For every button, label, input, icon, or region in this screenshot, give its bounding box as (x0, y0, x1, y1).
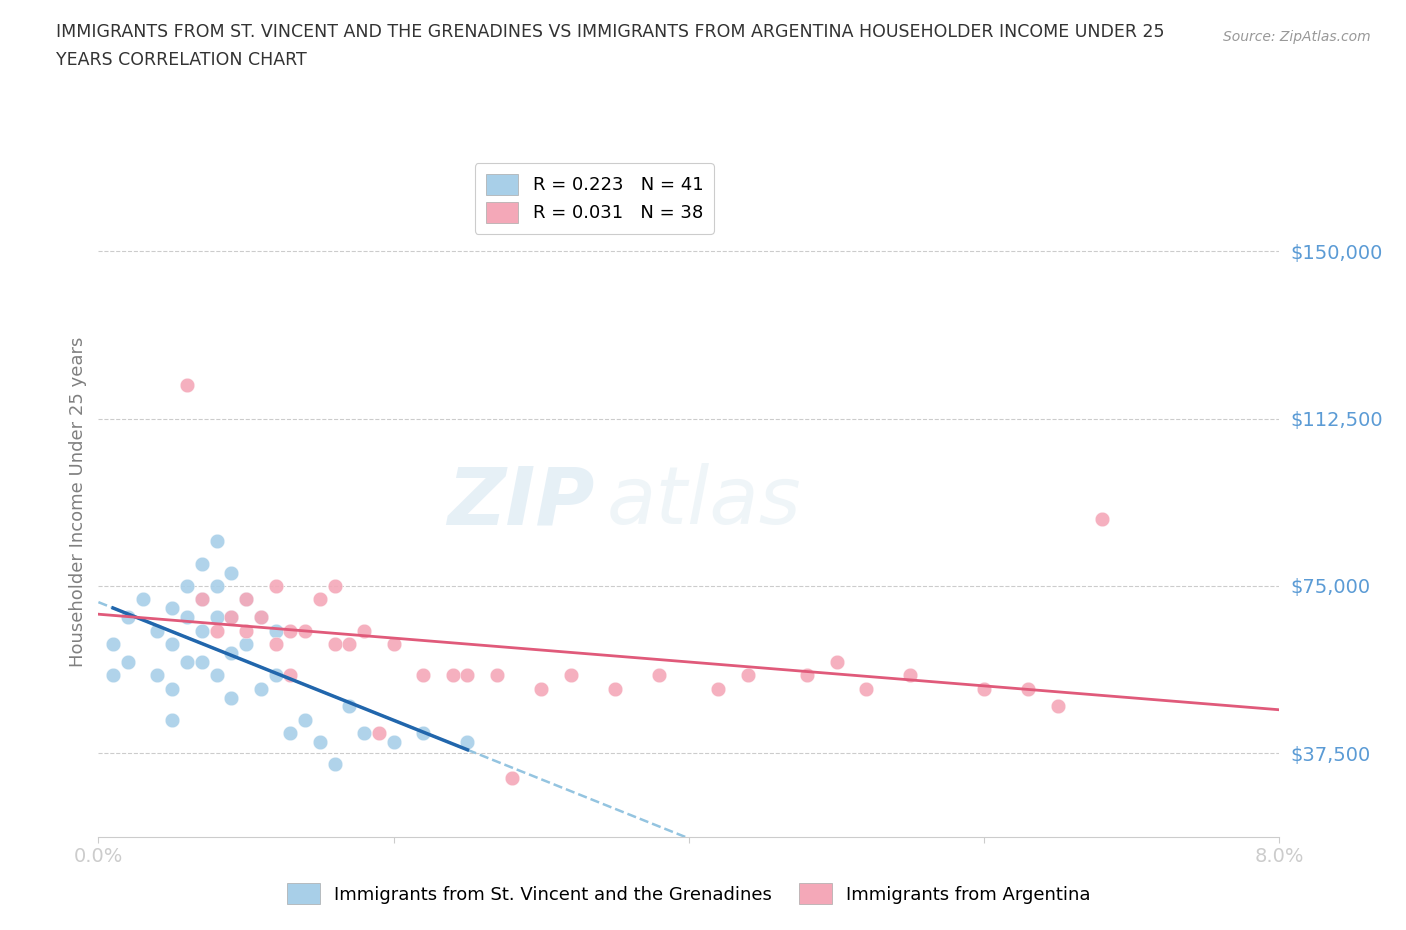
Point (235, 591, 257, 606)
Point (235, 636, 257, 651)
Point (337, 636, 360, 651)
Point (219, 690, 242, 705)
Point (382, 636, 405, 651)
Point (205, 534, 228, 549)
Text: IMMIGRANTS FROM ST. VINCENT AND THE GRENADINES VS IMMIGRANTS FROM ARGENTINA HOUS: IMMIGRANTS FROM ST. VINCENT AND THE GREN… (56, 23, 1164, 41)
Point (825, 655, 848, 670)
Text: YEARS CORRELATION CHART: YEARS CORRELATION CHART (56, 51, 307, 69)
Point (191, 591, 214, 606)
Point (367, 725, 389, 740)
Point (353, 623, 375, 638)
Point (560, 668, 582, 683)
Point (605, 681, 627, 696)
Point (205, 610, 228, 625)
Point (456, 668, 478, 683)
Point (973, 681, 995, 696)
Point (294, 712, 316, 727)
Point (707, 681, 730, 696)
Point (250, 681, 273, 696)
Point (205, 668, 228, 683)
Point (308, 591, 332, 606)
Point (737, 668, 759, 683)
Point (235, 591, 257, 606)
Point (219, 645, 242, 660)
Point (205, 578, 228, 593)
Point (191, 556, 214, 571)
Text: Source: ZipAtlas.com: Source: ZipAtlas.com (1223, 30, 1371, 44)
Legend: Immigrants from St. Vincent and the Grenadines, Immigrants from Argentina: Immigrants from St. Vincent and the Gren… (277, 872, 1101, 915)
Point (412, 668, 434, 683)
Point (855, 681, 877, 696)
Point (898, 668, 921, 683)
Point (323, 636, 346, 651)
Point (191, 655, 214, 670)
Point (323, 757, 346, 772)
Point (162, 712, 183, 727)
Point (191, 623, 214, 638)
Point (412, 725, 434, 740)
Point (353, 725, 375, 740)
Point (103, 636, 124, 651)
Point (250, 610, 273, 625)
Point (441, 668, 464, 683)
Point (132, 591, 155, 606)
Point (796, 668, 818, 683)
Point (501, 770, 523, 785)
Point (176, 578, 198, 593)
Point (176, 378, 198, 392)
Point (264, 578, 287, 593)
Point (146, 668, 169, 683)
Point (1017, 681, 1039, 696)
Point (1046, 699, 1069, 714)
Y-axis label: Householder Income Under 25 years: Householder Income Under 25 years (69, 337, 87, 668)
Point (219, 565, 242, 580)
Point (205, 623, 228, 638)
Point (146, 623, 169, 638)
Point (382, 735, 405, 750)
Point (117, 610, 139, 625)
Point (176, 610, 198, 625)
Point (278, 623, 301, 638)
Point (162, 681, 183, 696)
Point (337, 699, 360, 714)
Point (264, 623, 287, 638)
Point (530, 681, 553, 696)
Point (456, 735, 478, 750)
Point (264, 668, 287, 683)
Point (117, 655, 139, 670)
Point (308, 735, 332, 750)
Point (219, 610, 242, 625)
Point (176, 655, 198, 670)
Text: atlas: atlas (606, 463, 801, 541)
Point (323, 578, 346, 593)
Point (278, 668, 301, 683)
Point (219, 610, 242, 625)
Point (103, 668, 124, 683)
Point (648, 668, 671, 683)
Text: ZIP: ZIP (447, 463, 595, 541)
Point (235, 623, 257, 638)
Point (191, 591, 214, 606)
Point (1091, 512, 1114, 526)
Point (264, 636, 287, 651)
Point (162, 636, 183, 651)
Point (485, 668, 508, 683)
Point (250, 610, 273, 625)
Point (162, 601, 183, 616)
Point (278, 725, 301, 740)
Point (294, 623, 316, 638)
